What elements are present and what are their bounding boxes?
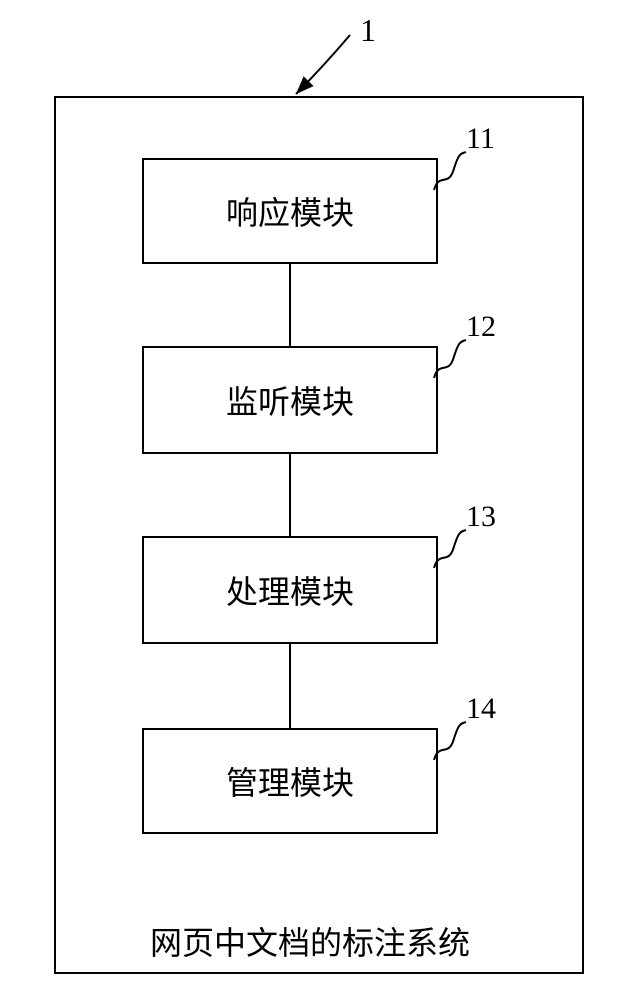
module-box-response: 响应模块 [142,158,438,264]
module-number-1: 12 [466,310,496,344]
module-number-0: 11 [466,122,495,156]
connector-1-2 [289,454,291,536]
outer-reference-number: 1 [360,12,376,49]
module-number-3: 14 [466,692,496,726]
module-box-processor: 处理模块 [142,536,438,644]
module-squiggle-2 [432,528,468,572]
connector-0-1 [289,264,291,346]
module-number-2: 13 [466,500,496,534]
module-squiggle-3 [432,720,468,764]
module-box-manager: 管理模块 [142,728,438,834]
module-box-listener: 监听模块 [142,346,438,454]
outer-reference-arrow [266,25,360,104]
system-caption: 网页中文档的标注系统 [150,918,470,964]
connector-2-3 [289,644,291,728]
module-squiggle-1 [432,338,468,382]
module-squiggle-0 [432,150,468,194]
module-label: 响应模块 [226,188,354,234]
module-label: 监听模块 [226,377,354,423]
module-label: 管理模块 [226,758,354,804]
module-label: 处理模块 [226,567,354,613]
